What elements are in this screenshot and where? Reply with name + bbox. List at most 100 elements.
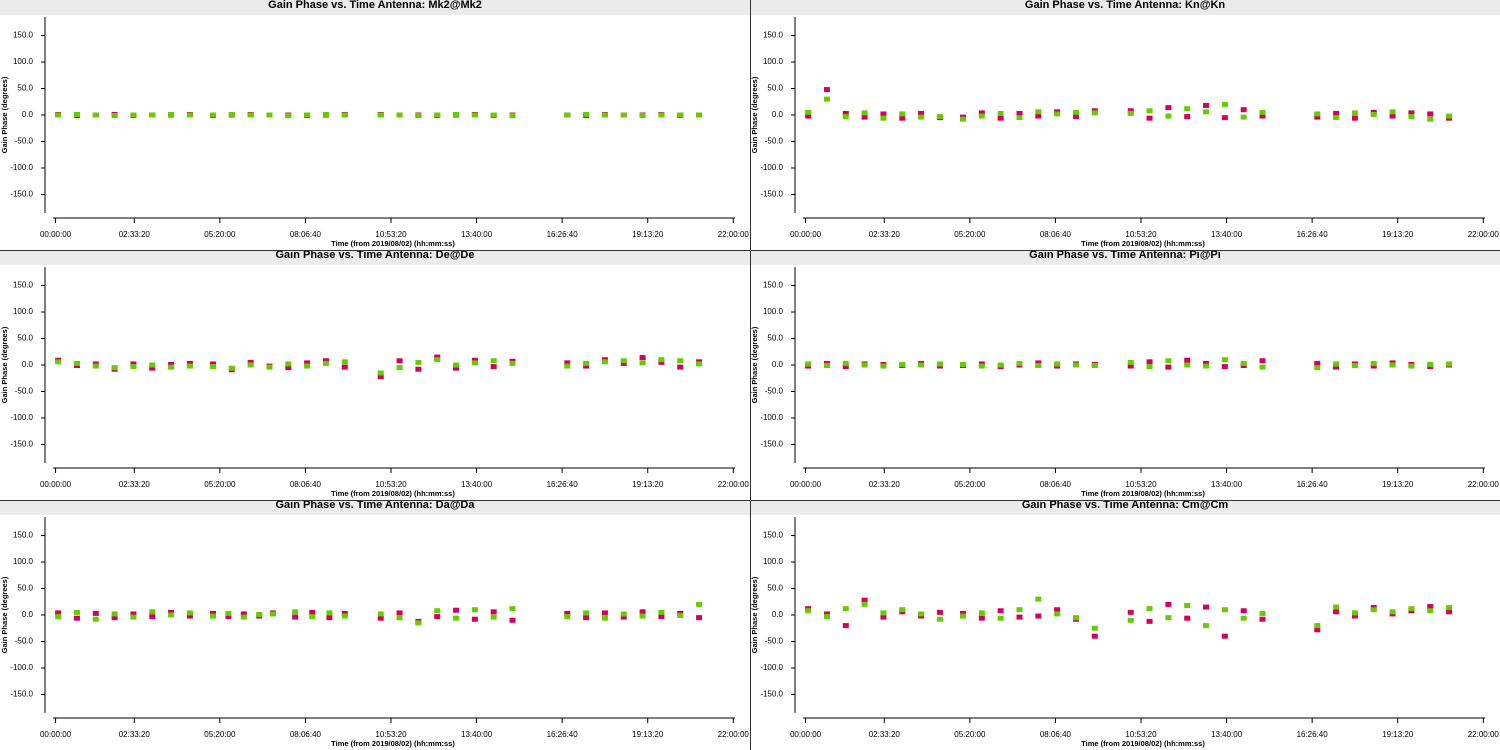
data-point	[1016, 614, 1023, 620]
x-axis-label: Time (from 2019/08/02) (hh:mm:ss)	[1081, 739, 1205, 748]
data-point	[55, 359, 62, 365]
data-point	[149, 362, 156, 368]
data-point	[1333, 604, 1340, 610]
data-point	[240, 611, 247, 617]
data-point	[73, 615, 80, 621]
data-point	[453, 362, 460, 368]
y-tick-label: -150.0	[760, 690, 783, 699]
data-point	[861, 597, 868, 603]
x-tick-label: 19:13:20	[632, 230, 664, 239]
data-point	[1127, 363, 1134, 369]
data-point	[601, 615, 608, 621]
data-point	[304, 112, 311, 118]
data-point	[677, 613, 684, 619]
data-point	[583, 615, 590, 621]
data-point	[842, 364, 849, 370]
data-point	[1035, 109, 1042, 115]
data-point	[304, 363, 311, 369]
data-point	[978, 363, 985, 369]
y-tick-label: -150.0	[10, 190, 33, 199]
data-point	[880, 610, 887, 616]
y-tick-label: 50.0	[767, 584, 783, 593]
data-point	[918, 110, 925, 116]
data-point	[658, 609, 665, 615]
data-point	[1035, 360, 1042, 366]
data-point	[341, 112, 348, 118]
y-tick-label: -100.0	[760, 663, 783, 672]
data-point	[247, 112, 254, 118]
data-point	[564, 360, 571, 366]
y-tick-label: 100.0	[13, 307, 34, 316]
data-point	[997, 615, 1004, 621]
data-point	[1427, 608, 1434, 614]
y-tick-label: 150.0	[763, 531, 784, 540]
x-tick-label: 02:33:20	[869, 480, 901, 489]
data-point	[292, 614, 299, 620]
x-tick-label: 13:40:00	[1211, 480, 1243, 489]
y-tick-label: 0.0	[772, 610, 784, 619]
data-point	[899, 115, 906, 121]
data-point	[1146, 115, 1153, 121]
data-point	[918, 611, 925, 617]
data-point	[377, 370, 384, 376]
data-point	[509, 606, 516, 612]
y-tick-label: -50.0	[765, 137, 784, 146]
panel: Gain Phase vs. Time Antenna: Da@Da 150.0 1…	[0, 499, 750, 750]
data-point	[583, 360, 590, 366]
data-point	[1127, 359, 1134, 365]
data-point	[168, 612, 175, 618]
y-axis-label: Gain Phase (degrees)	[0, 576, 9, 653]
data-point	[1054, 611, 1061, 617]
data-point	[1184, 615, 1191, 621]
data-point	[1165, 358, 1172, 364]
data-point	[111, 113, 118, 119]
data-point	[1072, 615, 1079, 621]
data-point	[1165, 105, 1172, 111]
data-point	[960, 610, 967, 616]
data-point	[130, 361, 137, 367]
data-point	[1091, 633, 1098, 639]
data-point	[677, 358, 684, 364]
data-point	[186, 112, 193, 118]
panel-title: Gain Phase vs. Time Antenna: Cm@Cm	[1022, 499, 1229, 511]
x-axis-label: Time (from 2019/08/02) (hh:mm:ss)	[331, 489, 455, 498]
data-point	[1221, 115, 1228, 121]
data-point	[997, 608, 1004, 614]
data-point	[1389, 609, 1396, 615]
data-point	[490, 614, 497, 620]
data-point	[960, 613, 967, 619]
data-point	[1035, 113, 1042, 119]
x-tick-label: 22:00:00	[1468, 480, 1500, 489]
data-point	[228, 365, 235, 371]
data-point	[1146, 364, 1153, 370]
data-point	[1146, 359, 1153, 365]
data-point	[1035, 596, 1042, 602]
data-point	[186, 613, 193, 619]
y-tick-label: 0.0	[22, 110, 34, 119]
data-point	[1127, 110, 1134, 116]
data-point	[1165, 113, 1172, 119]
data-point	[55, 112, 62, 118]
x-tick-label: 16:26:40	[547, 480, 579, 489]
data-point	[620, 611, 627, 617]
data-point	[453, 615, 460, 621]
data-point	[639, 609, 646, 615]
data-point	[1127, 617, 1134, 623]
x-tick-label: 22:00:00	[1468, 730, 1500, 739]
y-tick-label: -100.0	[10, 413, 33, 422]
data-point	[1091, 110, 1098, 116]
x-tick-label: 05:20:00	[204, 230, 236, 239]
x-tick-label: 16:26:40	[1297, 480, 1329, 489]
data-point	[111, 611, 118, 617]
data-point	[1427, 111, 1434, 117]
data-point	[1351, 610, 1358, 616]
data-point	[415, 359, 422, 365]
x-tick-label: 05:20:00	[954, 230, 986, 239]
data-point	[1351, 613, 1358, 619]
data-point	[583, 363, 590, 369]
data-point	[285, 361, 292, 367]
data-point	[620, 112, 627, 118]
data-point	[564, 610, 571, 616]
data-point	[1016, 110, 1023, 116]
data-point	[168, 364, 175, 370]
